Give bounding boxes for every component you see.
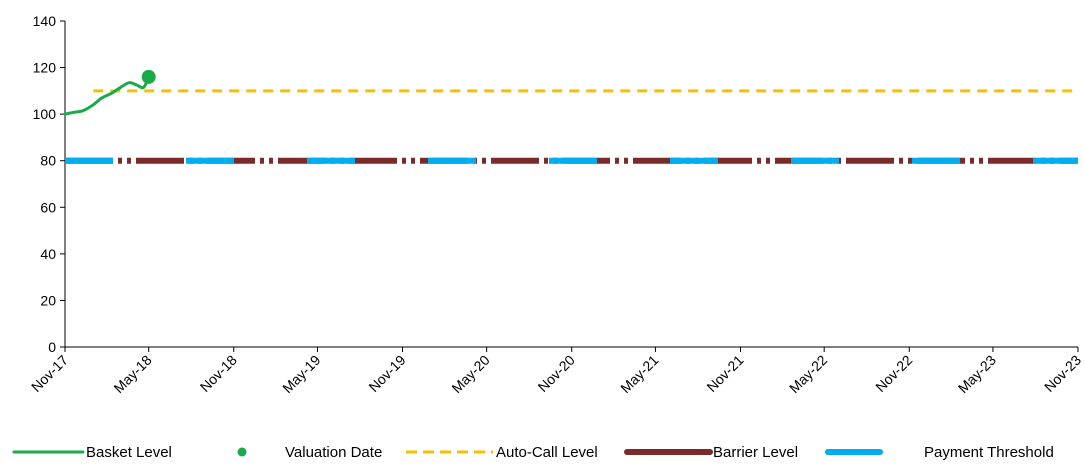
x-tick-label: May-19: [279, 352, 323, 396]
y-tick-label: 140: [33, 13, 57, 29]
x-tick-label: May-20: [448, 352, 492, 396]
x-tick-label: May-23: [955, 352, 999, 396]
plot-area: [63, 69, 1078, 164]
y-axis: 0 20 40 60 80 100 120 140: [33, 13, 66, 355]
y-tick-label: 0: [48, 339, 56, 355]
y-tick-label: 120: [33, 60, 57, 76]
x-tick-label: Nov-22: [872, 352, 915, 395]
valuation-date-legend-label: Valuation Date: [285, 444, 382, 461]
y-tick-label: 20: [40, 292, 56, 308]
y-tick-label: 100: [33, 106, 57, 122]
x-tick-label: Nov-19: [365, 352, 408, 395]
x-axis: Nov-17 May-18 Nov-18 May-19 Nov-19 May-20 Nov-…: [28, 346, 1084, 396]
x-tick-label: Nov-21: [703, 352, 746, 395]
x-tick-label: May-21: [617, 352, 661, 396]
barrier-level-legend-label: Barrier Level: [713, 444, 798, 461]
valuation-date-legend-swatch: [237, 447, 247, 457]
y-tick-label: 80: [40, 153, 56, 169]
auto-call-level-legend-label: Auto-Call Level: [496, 444, 598, 461]
payment-threshold-legend-label: Payment Threshold: [924, 444, 1054, 461]
x-tick-label: Nov-17: [28, 352, 71, 395]
valuation-date-point: [141, 69, 156, 84]
x-tick-label: May-18: [110, 352, 154, 396]
x-tick-label: Nov-23: [1041, 352, 1084, 395]
basket-level-legend-label: Basket Level: [86, 444, 172, 461]
x-tick-label: Nov-18: [197, 352, 240, 395]
basket-level-line: [63, 75, 151, 116]
legend: Basket Level Valuation Date Auto-Call Leve…: [12, 444, 1054, 461]
x-tick-label: May-22: [786, 352, 830, 396]
x-tick-label: Nov-20: [535, 352, 578, 395]
y-tick-label: 40: [40, 246, 56, 262]
y-tick-label: 60: [40, 199, 56, 215]
